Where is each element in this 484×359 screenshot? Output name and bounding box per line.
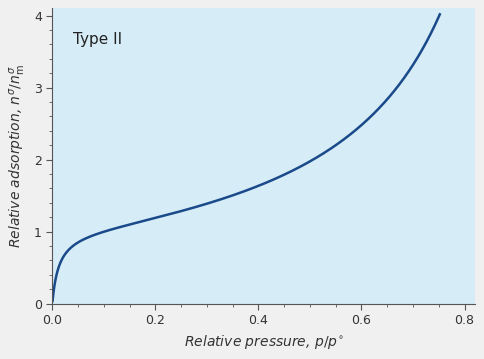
Y-axis label: Relative adsorption, $n^{\sigma}/n^{\sigma}_{\mathrm{m}}$: Relative adsorption, $n^{\sigma}/n^{\sig…	[8, 64, 29, 248]
X-axis label: Relative pressure, $p/p^{\circ}$: Relative pressure, $p/p^{\circ}$	[183, 333, 344, 351]
Text: Type II: Type II	[74, 32, 122, 47]
